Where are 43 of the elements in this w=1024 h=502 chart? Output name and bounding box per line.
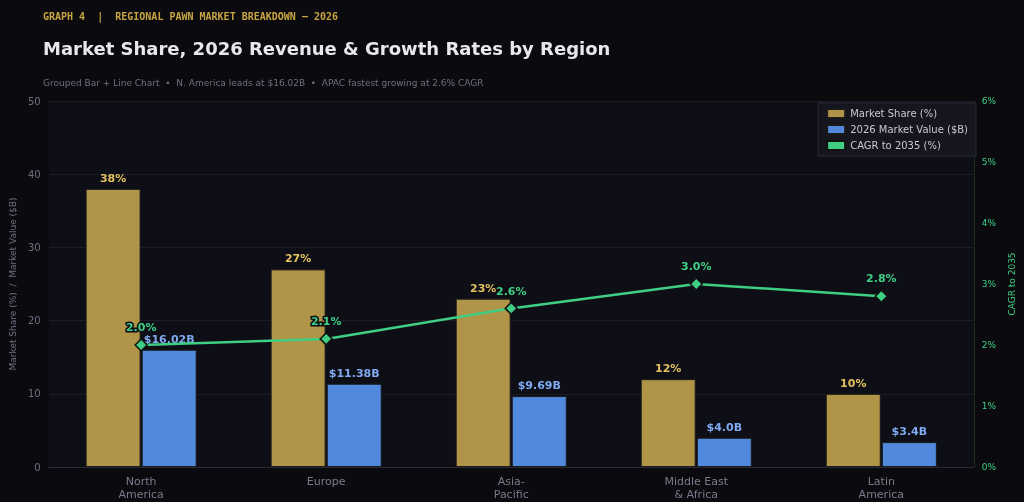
y-axis-title: Market Share (%) / Market Value ($B) — [7, 197, 18, 371]
y-tick-label: 30 — [27, 241, 41, 253]
y-tick-label: 50 — [27, 95, 41, 107]
y2-tick-label: 6% — [981, 96, 997, 106]
point — [504, 301, 518, 316]
data-label: $11.38B — [328, 366, 380, 380]
y2-tick-label: 4% — [981, 218, 997, 228]
chart-title: Market Share, 2026 Revenue & Growth Rates by Region — [43, 37, 611, 59]
data-label: 23% — [470, 281, 497, 295]
point — [874, 289, 889, 303]
x-tick-label: Latin America — [858, 475, 904, 501]
data-label: $4.0B — [706, 420, 743, 434]
point — [689, 277, 704, 291]
y-tick-label: 20 — [27, 315, 41, 327]
data-label: 2.8% — [866, 272, 897, 286]
legend-label: 2026 Market Value ($B) — [850, 124, 969, 135]
data-label: $9.69B — [517, 379, 561, 393]
x-tick-label: Asia- Pacific — [493, 475, 529, 501]
y-tick-label: 10 — [27, 388, 41, 400]
point — [319, 332, 333, 346]
legend-label: Market Share (%) — [850, 108, 938, 119]
y2-tick-label: 0% — [981, 462, 997, 472]
data-label: 27% — [284, 252, 312, 266]
chart-subtitle: Grouped Bar + Line Chart • N. America leads at $16.02B • APAC fastest growing at 2.6% CAGR — [43, 77, 484, 88]
data-label: 38% — [99, 171, 127, 185]
y2-tick-label: 3% — [981, 279, 997, 289]
data-label: 3.0% — [681, 260, 712, 274]
data-label: 10% — [840, 376, 867, 390]
y-tick-label: 40 — [27, 168, 41, 180]
x-tick-label: Europe — [306, 475, 346, 488]
y2-tick-label: 2% — [981, 340, 997, 350]
data-label: $3.4B — [891, 425, 928, 439]
y-tick-label: 0 — [34, 461, 41, 473]
x-tick-label: Middle East & Africa — [664, 475, 729, 501]
y2-tick-label: 1% — [981, 401, 997, 411]
legend-label: CAGR to 2035 (%) — [850, 140, 941, 151]
x-tick-label: North America — [118, 475, 164, 501]
data-label: 12% — [655, 362, 682, 376]
data-label: 2.6% — [495, 284, 527, 298]
data-label: $16.02B — [143, 332, 195, 346]
y2-tick-label: 5% — [981, 157, 997, 167]
y2-axis-title: CAGR to 2035 — [1006, 252, 1017, 316]
caption: GRAPH 4 | REGIONAL PAWN MARKET BREAKDOWN — 2026 — [43, 10, 339, 23]
